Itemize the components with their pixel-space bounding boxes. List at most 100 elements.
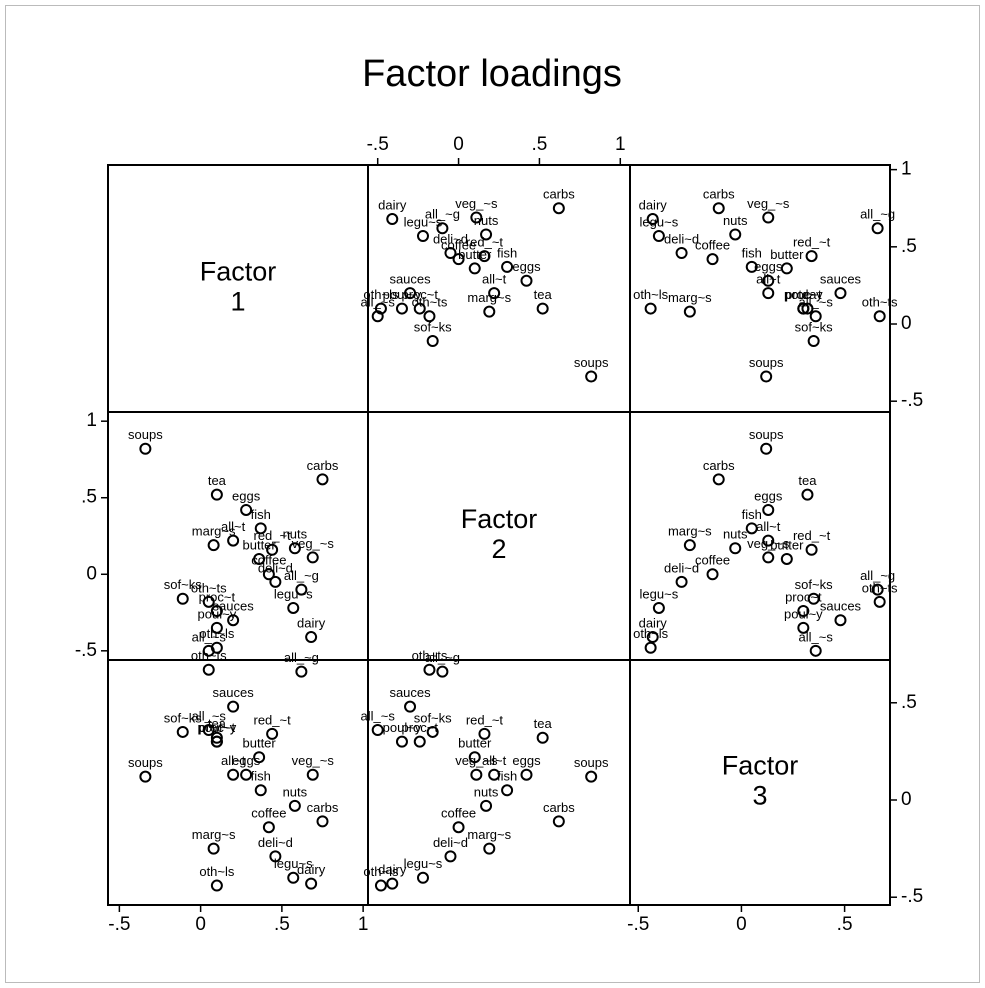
point xyxy=(760,370,773,383)
point xyxy=(478,250,491,263)
point-label: deli~d xyxy=(664,560,699,575)
point xyxy=(371,724,384,736)
point xyxy=(809,310,822,323)
point xyxy=(745,522,758,535)
point xyxy=(316,473,329,486)
point xyxy=(585,370,598,383)
point-label: soups xyxy=(574,355,609,370)
point-label: oth~ls xyxy=(633,626,669,641)
y-tick-label: .5 xyxy=(901,236,917,257)
point-label: all~t xyxy=(221,753,246,768)
point xyxy=(266,727,279,740)
panel xyxy=(107,659,369,906)
point xyxy=(262,821,275,834)
point xyxy=(269,575,282,588)
diagonal-label: Factor xyxy=(200,257,277,287)
point-label: all_~g xyxy=(284,650,319,665)
point-label: marg~s xyxy=(668,290,712,305)
point xyxy=(470,211,483,224)
point xyxy=(227,534,240,547)
point xyxy=(266,543,279,556)
point xyxy=(452,821,465,834)
point-label: red_~t xyxy=(254,712,292,727)
point xyxy=(488,287,501,300)
point xyxy=(371,310,384,323)
point xyxy=(227,768,240,781)
point-label: proc~t xyxy=(199,720,236,735)
point-label: eggs xyxy=(754,488,783,503)
x-tick-label: 0 xyxy=(195,914,206,935)
y-tick-label: 0 xyxy=(901,789,912,810)
x-tick-label: 1 xyxy=(615,134,626,155)
point-label: all_~s xyxy=(192,708,227,723)
point-label: sauces xyxy=(213,599,255,614)
point-label: legu~s xyxy=(640,214,679,229)
point-label: sauces xyxy=(820,272,862,287)
point-label: dairy xyxy=(378,862,407,877)
x-tick-label: 0 xyxy=(736,914,747,935)
point xyxy=(552,202,565,215)
point xyxy=(809,644,822,657)
point-label: soups xyxy=(574,755,609,770)
point xyxy=(536,302,549,315)
point-label: soups xyxy=(128,755,163,770)
point xyxy=(797,302,810,315)
point xyxy=(780,552,793,565)
point xyxy=(585,770,598,783)
point-label: carbs xyxy=(703,187,735,202)
point xyxy=(501,784,514,797)
point-label: butter xyxy=(243,736,277,751)
point xyxy=(306,768,319,781)
point xyxy=(227,700,240,713)
point-label: all~t xyxy=(756,519,781,534)
point-label: coffee xyxy=(441,806,476,821)
point xyxy=(871,583,884,596)
point-label: dairy xyxy=(297,862,326,877)
point-label: oth~ls xyxy=(363,864,399,879)
point xyxy=(210,735,223,748)
point xyxy=(288,799,301,812)
point xyxy=(520,768,533,781)
point-label: poul~y xyxy=(383,287,422,302)
point-label: carbs xyxy=(703,458,735,473)
point-label: fish xyxy=(497,245,517,260)
point-label: sof~ks xyxy=(795,319,833,334)
point-label: tea xyxy=(534,716,553,731)
point xyxy=(552,815,565,828)
point xyxy=(644,302,657,315)
point xyxy=(652,601,665,614)
point-label: oth~ls xyxy=(363,287,399,302)
point-label: butter xyxy=(770,247,804,262)
point-label: nuts xyxy=(723,527,748,542)
point xyxy=(413,302,426,315)
point xyxy=(404,287,417,300)
point xyxy=(873,595,886,608)
point-label: fish xyxy=(251,769,271,784)
point-label: veg_~s xyxy=(747,196,790,211)
point-label: eggs xyxy=(232,488,261,503)
y-tick-label: .5 xyxy=(81,487,97,508)
point xyxy=(444,246,457,259)
point-label: poul~y xyxy=(198,606,237,621)
point-label: carbs xyxy=(543,800,575,815)
point xyxy=(210,731,223,744)
point-label: nuts xyxy=(474,784,499,799)
point-label: tea xyxy=(798,287,817,302)
point-label: legu~s xyxy=(404,856,443,871)
point xyxy=(210,879,223,892)
point-label: dairy xyxy=(378,197,407,212)
x-tick-label: -.5 xyxy=(367,134,389,155)
point-label: sof~ks xyxy=(164,710,202,725)
point xyxy=(436,665,449,678)
point xyxy=(386,213,399,226)
point xyxy=(374,302,387,315)
point xyxy=(478,727,491,740)
point xyxy=(386,877,399,890)
point xyxy=(262,568,275,581)
point xyxy=(253,751,266,764)
point xyxy=(536,731,549,744)
y-tick-label: .5 xyxy=(901,692,917,713)
point-label: oth~ts xyxy=(412,295,448,310)
point xyxy=(305,877,318,890)
point-label: proc~t xyxy=(785,287,822,302)
